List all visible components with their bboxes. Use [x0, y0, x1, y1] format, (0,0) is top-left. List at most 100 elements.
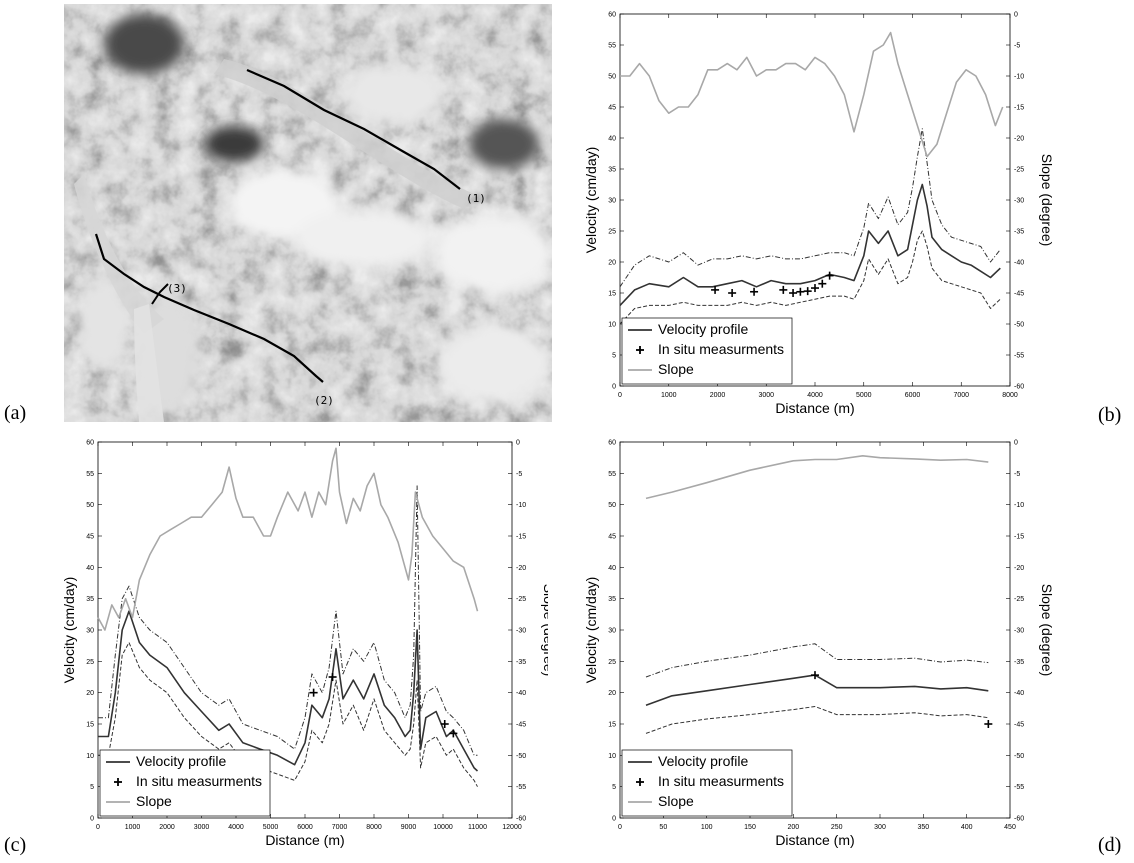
- y-tick-label: 10: [608, 322, 616, 329]
- profile-line-1: [246, 68, 461, 190]
- y2-tick-label: -40: [1014, 690, 1024, 697]
- map-label-2: (2): [314, 394, 334, 407]
- x-tick-label: 6000: [297, 824, 313, 831]
- y2-tick-label: -45: [1014, 722, 1024, 729]
- legend: Velocity profile In situ measurments Slope: [99, 749, 271, 817]
- x-tick-label: 12000: [502, 824, 522, 831]
- panel-letter-a: (a): [4, 402, 27, 424]
- x-tick-label: 9000: [401, 824, 417, 831]
- slope-line: [97, 447, 479, 631]
- in-situ-marker: [789, 289, 798, 297]
- y-tick-label: 20: [608, 260, 616, 267]
- y-tick-label: 45: [608, 534, 616, 541]
- chart-panel-b: 0 1000 2000 3000 4000 5000 6000 7000 8000 0 5 10 15 2…: [572, 0, 1055, 425]
- velocity-chart-b: 0 1000 2000 3000 4000 5000 6000 7000 8000 0 5 10 15 2…: [583, 12, 1055, 417]
- y-tick-label: 5: [90, 784, 94, 791]
- y-tick-label: 0: [90, 816, 94, 823]
- x-axis-label: Distance (m): [265, 832, 344, 848]
- y-tick-label: 60: [608, 12, 616, 19]
- y2-tick-label: -45: [1014, 291, 1024, 298]
- x-axis-label: Distance (m): [775, 832, 854, 848]
- legend: Velocity profile In situ measurments Slope: [621, 749, 793, 817]
- y-tick-label: 15: [86, 722, 94, 729]
- y2-tick-label: -50: [1014, 753, 1024, 760]
- y-tick-label: 35: [608, 167, 616, 174]
- y-tick-label: 15: [608, 291, 616, 298]
- y-tick-label: 50: [608, 74, 616, 81]
- y2-tick-label: -60: [516, 816, 526, 823]
- in-situ-marker: [449, 729, 458, 738]
- y2-tick-label: -60: [1014, 816, 1024, 823]
- legend-label: Slope: [658, 793, 694, 809]
- y2-tick-label: -50: [1014, 322, 1024, 329]
- x-tick-label: 250: [831, 824, 843, 831]
- legend-label: In situ measurments: [658, 773, 784, 789]
- in-situ-marker: [984, 720, 993, 728]
- y-tick-label: 5: [612, 784, 616, 791]
- in-situ-marker: [309, 688, 318, 697]
- legend: Velocity profile In situ measurments Slope: [621, 317, 793, 385]
- y-tick-label: 40: [608, 136, 616, 143]
- legend-label: Velocity profile: [658, 753, 748, 769]
- y2-tick-label: -5: [516, 471, 522, 478]
- x-tick-label: 5000: [263, 824, 279, 831]
- y-axis-label: Velocity (cm/day): [61, 577, 77, 684]
- y2-tick-label: 0: [1014, 12, 1018, 19]
- x-tick-label: 8000: [366, 824, 382, 831]
- y-tick-label: 40: [608, 565, 616, 572]
- y2-tick-label: -55: [1014, 784, 1024, 791]
- y2-tick-label: -25: [516, 596, 526, 603]
- glacier-tongue-3: [134, 304, 164, 422]
- x-tick-label: 100: [701, 824, 713, 831]
- profile-line-2: [94, 233, 324, 383]
- y-tick-label: 55: [86, 471, 94, 478]
- x-tick-label: 3000: [194, 824, 210, 831]
- x-tick-label: 10000: [433, 824, 453, 831]
- velocity-line: [645, 674, 989, 706]
- y-tick-label: 30: [86, 628, 94, 635]
- y-tick-label: 60: [608, 440, 616, 447]
- y-tick-label: 5: [612, 353, 616, 360]
- y-tick-label: 60: [86, 440, 94, 447]
- in-situ-marker: [328, 673, 337, 681]
- x-tick-label: 1000: [661, 392, 677, 399]
- y-tick-label: 35: [86, 596, 94, 603]
- y2-tick-label: -20: [1014, 136, 1024, 143]
- y-tick-label: 25: [608, 659, 616, 666]
- in-situ-marker: [750, 287, 759, 296]
- y2-tick-label: -20: [1014, 565, 1024, 572]
- x-tick-label: 150: [744, 824, 756, 831]
- legend-label: In situ measurments: [658, 341, 784, 357]
- panel-letter-b: (b): [1098, 404, 1122, 426]
- y2-tick-label: -40: [516, 690, 526, 697]
- panel-a-map: (1) (2) (3): [64, 4, 554, 422]
- y-axis-label: Velocity (cm/day): [583, 577, 599, 684]
- in-situ-marker: [796, 287, 805, 296]
- y-tick-label: 20: [608, 690, 616, 697]
- y2-tick-label: -30: [1014, 198, 1024, 205]
- in-situ-marker: [811, 284, 819, 293]
- chart-panel-c: 0 1000 2000 3000 4000 5000 6000 7000 8000 9000 100…: [58, 432, 557, 863]
- y-tick-label: 50: [86, 502, 94, 509]
- upper-bound-line: [645, 643, 989, 678]
- y2-tick-label: 0: [516, 440, 520, 447]
- profile-line-3: [151, 283, 169, 305]
- lower-bound-line: [619, 230, 1001, 325]
- glacier-tongue-2: [74, 174, 164, 334]
- slope-line: [620, 31, 1004, 158]
- x-tick-label: 1000: [125, 824, 141, 831]
- y2-axis-label: Slope (degree): [1039, 584, 1052, 677]
- y2-tick-label: -15: [516, 534, 526, 541]
- glacier-tongue-1: [214, 59, 474, 209]
- y2-axis-label: Slope (degree): [1039, 154, 1052, 247]
- legend-label: Velocity profile: [136, 753, 226, 769]
- y2-tick-label: -15: [1014, 105, 1024, 112]
- legend-label: In situ measurments: [136, 773, 262, 789]
- y-tick-label: 35: [608, 596, 616, 603]
- lower-bound-line: [645, 706, 989, 734]
- legend-label: Velocity profile: [658, 321, 748, 337]
- y2-tick-label: -35: [1014, 229, 1024, 236]
- velocity-chart-d: 0 50 100 150 200 250 300 350 400 4500510152025303…: [583, 440, 1055, 849]
- x-tick-label: 4000: [807, 392, 823, 399]
- y2-axis-label: Slope (degree): [541, 584, 548, 677]
